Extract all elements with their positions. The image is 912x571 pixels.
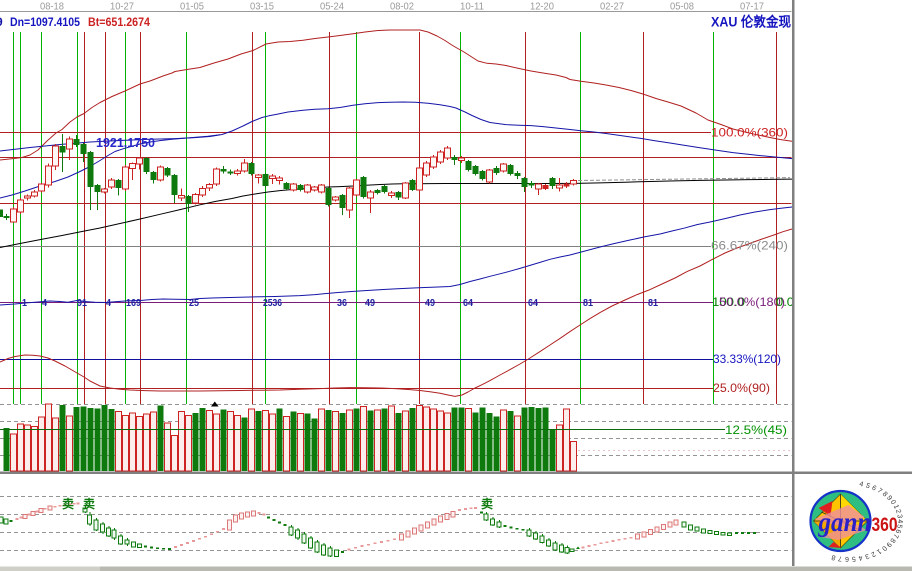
svg-text:81: 81: [583, 298, 593, 309]
svg-text:50.0%(180): 50.0%(180): [719, 295, 785, 309]
svg-text:XAU 伦敦金现: XAU 伦敦金现: [711, 14, 791, 30]
svg-text:33.33%(120): 33.33%(120): [713, 352, 781, 366]
svg-text:7: 7: [838, 554, 843, 562]
svg-text:gann: gann: [818, 507, 872, 537]
svg-text:Bt=651.2674: Bt=651.2674: [88, 15, 150, 29]
svg-text:25.0%(90): 25.0%(90): [713, 381, 770, 395]
svg-text:5: 5: [851, 555, 856, 562]
svg-text:2: 2: [894, 509, 902, 515]
svg-text:05-24: 05-24: [320, 1, 344, 13]
svg-text:360: 360: [872, 515, 898, 536]
svg-text:8: 8: [888, 537, 896, 544]
svg-text:9: 9: [0, 15, 3, 29]
svg-text:66.67%(240): 66.67%(240): [711, 239, 788, 253]
svg-text:6: 6: [870, 485, 877, 493]
svg-text:Dn=1097.4105: Dn=1097.4105: [10, 15, 80, 29]
svg-text:08-18: 08-18: [40, 1, 64, 13]
svg-text:07-17: 07-17: [740, 1, 764, 13]
svg-text:1921.1750: 1921.1750: [96, 136, 155, 150]
svg-text:5: 5: [895, 524, 902, 529]
svg-text:3: 3: [864, 552, 870, 560]
svg-text:4: 4: [106, 298, 111, 309]
svg-text:100.0%(360): 100.0%(360): [711, 126, 788, 140]
svg-text:卖: 卖: [83, 496, 95, 511]
svg-text:10-11: 10-11: [460, 1, 484, 13]
svg-text:卖: 卖: [62, 496, 74, 511]
svg-text:100.0: 100.0: [712, 295, 745, 309]
svg-text:4: 4: [858, 481, 864, 489]
svg-text:10-27: 10-27: [110, 1, 134, 13]
svg-text:64: 64: [528, 298, 538, 309]
svg-text:6: 6: [845, 555, 849, 562]
svg-text:7: 7: [876, 487, 883, 495]
svg-text:4: 4: [858, 553, 864, 561]
svg-text:1: 1: [22, 298, 27, 309]
svg-text:0.0: 0.0: [776, 295, 794, 309]
svg-text:8: 8: [831, 553, 837, 561]
svg-text:2: 2: [870, 550, 877, 558]
svg-text:6: 6: [894, 528, 902, 534]
svg-text:5: 5: [865, 482, 871, 490]
svg-text:05-08: 05-08: [670, 1, 694, 13]
svg-text:7: 7: [891, 533, 899, 539]
svg-text:9: 9: [885, 495, 893, 502]
svg-text:81: 81: [648, 298, 658, 309]
svg-text:49: 49: [425, 298, 435, 309]
svg-text:36: 36: [337, 298, 347, 309]
svg-text:0: 0: [880, 544, 888, 552]
svg-text:08-02: 08-02: [390, 1, 414, 13]
svg-text:2536: 2536: [263, 298, 282, 309]
svg-text:0: 0: [889, 499, 897, 506]
svg-text:8: 8: [881, 491, 889, 499]
svg-text:12.5%(45): 12.5%(45): [725, 423, 787, 437]
svg-text:169: 169: [126, 298, 141, 309]
svg-text:12-20: 12-20: [530, 1, 554, 13]
svg-text:91: 91: [77, 298, 87, 309]
svg-text:4: 4: [42, 298, 47, 309]
svg-text:1: 1: [892, 504, 900, 510]
svg-text:卖: 卖: [481, 496, 493, 511]
svg-text:3: 3: [895, 514, 902, 519]
svg-text:01-05: 01-05: [180, 1, 204, 13]
svg-text:9: 9: [884, 541, 892, 548]
svg-text:64: 64: [463, 298, 473, 309]
svg-text:4: 4: [896, 519, 903, 523]
svg-text:1: 1: [875, 547, 882, 555]
svg-text:02-27: 02-27: [600, 1, 624, 13]
svg-text:03-15: 03-15: [250, 1, 274, 13]
svg-text:49: 49: [365, 298, 375, 309]
svg-text:25: 25: [189, 298, 199, 309]
